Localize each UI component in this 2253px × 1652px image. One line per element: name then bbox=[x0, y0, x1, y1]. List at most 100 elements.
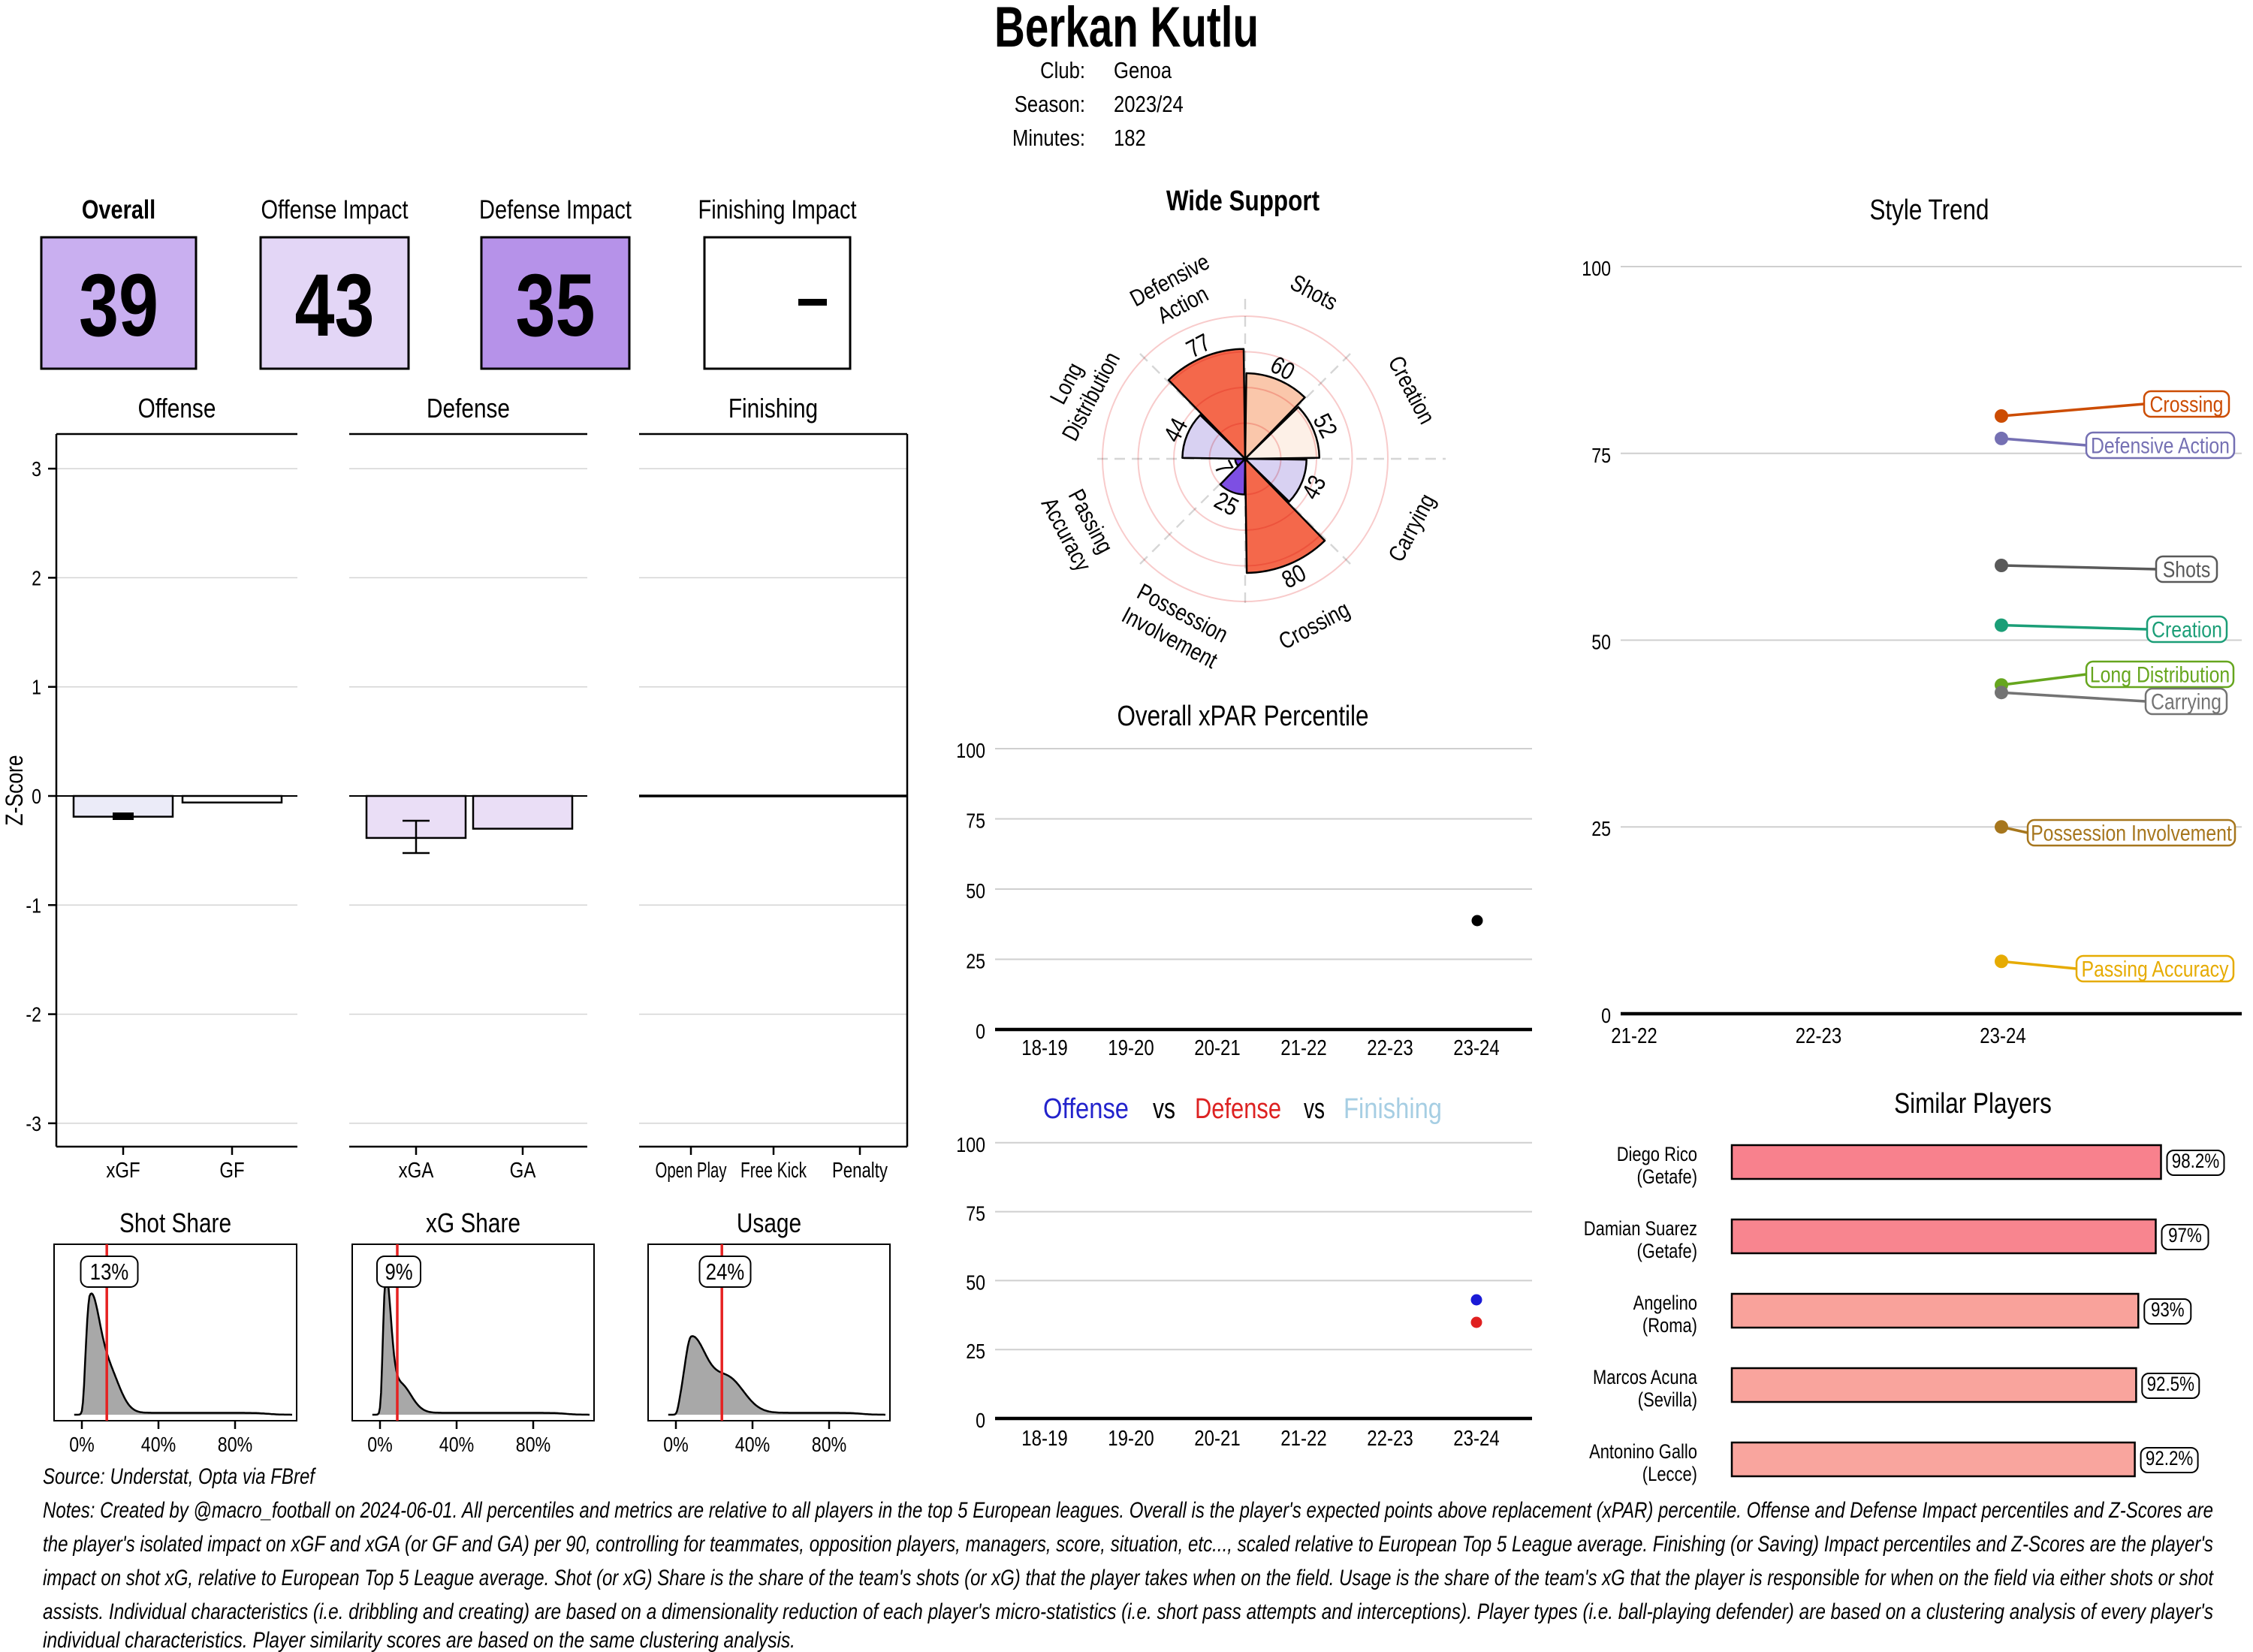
svg-text:Style Trend: Style Trend bbox=[1869, 194, 1989, 226]
svg-text:20-21: 20-21 bbox=[1194, 1427, 1240, 1451]
svg-text:Wide Support: Wide Support bbox=[1166, 185, 1320, 217]
svg-text:25: 25 bbox=[966, 950, 985, 973]
svg-text:Minutes:: Minutes: bbox=[1012, 125, 1085, 151]
svg-text:Crossing: Crossing bbox=[2150, 393, 2224, 418]
svg-text:21-22: 21-22 bbox=[1611, 1024, 1657, 1048]
svg-text:0: 0 bbox=[1601, 1004, 1611, 1027]
svg-text:23-24: 23-24 bbox=[1453, 1427, 1499, 1451]
svg-text:Finishing Impact: Finishing Impact bbox=[698, 195, 857, 225]
svg-text:Defense: Defense bbox=[1195, 1093, 1281, 1125]
svg-text:75: 75 bbox=[966, 1202, 985, 1225]
svg-text:24%: 24% bbox=[706, 1259, 744, 1285]
svg-text:22-23: 22-23 bbox=[1367, 1036, 1413, 1060]
svg-text:39: 39 bbox=[79, 256, 158, 355]
svg-text:Defensive Action: Defensive Action bbox=[2091, 434, 2230, 459]
svg-text:(Roma): (Roma) bbox=[1642, 1314, 1697, 1337]
svg-text:(Getafe): (Getafe) bbox=[1637, 1165, 1698, 1188]
svg-text:Berkan Kutlu: Berkan Kutlu bbox=[994, 0, 1259, 59]
svg-text:21-22: 21-22 bbox=[1280, 1036, 1326, 1060]
svg-text:Open Play: Open Play bbox=[656, 1159, 727, 1183]
svg-text:75: 75 bbox=[966, 809, 985, 833]
svg-text:43: 43 bbox=[295, 256, 375, 355]
svg-text:xG Share: xG Share bbox=[426, 1207, 520, 1238]
svg-text:Marcos Acuna: Marcos Acuna bbox=[1593, 1366, 1697, 1388]
svg-text:97%: 97% bbox=[2168, 1224, 2202, 1247]
svg-text:22-23: 22-23 bbox=[1796, 1024, 1841, 1048]
svg-text:100: 100 bbox=[1582, 257, 1611, 280]
svg-text:3: 3 bbox=[32, 457, 41, 481]
svg-text:92.5%: 92.5% bbox=[2147, 1373, 2194, 1395]
svg-text:Angelino: Angelino bbox=[1633, 1292, 1697, 1314]
svg-text:Offense: Offense bbox=[1043, 1093, 1129, 1125]
svg-text:Genoa: Genoa bbox=[1114, 57, 1172, 83]
svg-text:xGF: xGF bbox=[106, 1159, 140, 1183]
svg-text:GF: GF bbox=[219, 1159, 244, 1183]
svg-text:23-24: 23-24 bbox=[1453, 1036, 1499, 1060]
svg-text:Passing Accuracy: Passing Accuracy bbox=[2082, 957, 2229, 982]
svg-text:Season:: Season: bbox=[1015, 91, 1085, 117]
svg-text:0: 0 bbox=[32, 785, 41, 808]
svg-text:25: 25 bbox=[1591, 817, 1611, 840]
svg-text:Antonino Gallo: Antonino Gallo bbox=[1589, 1440, 1697, 1463]
svg-text:Overall: Overall bbox=[82, 195, 155, 225]
svg-text:Overall xPAR Percentile: Overall xPAR Percentile bbox=[1117, 701, 1368, 732]
svg-text:Shots: Shots bbox=[2163, 558, 2211, 583]
svg-text:Z-Score: Z-Score bbox=[1, 755, 28, 825]
svg-text:the player's isolated impact o: the player's isolated impact on xGF and … bbox=[43, 1532, 2213, 1557]
svg-text:vs: vs bbox=[1153, 1093, 1175, 1125]
svg-text:Offense Impact: Offense Impact bbox=[261, 195, 409, 225]
svg-text:19-20: 19-20 bbox=[1108, 1427, 1154, 1451]
svg-text:Club:: Club: bbox=[1040, 57, 1085, 83]
svg-text:75: 75 bbox=[1591, 444, 1611, 467]
svg-text:-3: -3 bbox=[26, 1112, 41, 1135]
svg-text:Penalty: Penalty bbox=[832, 1159, 888, 1183]
svg-text:Free Kick: Free Kick bbox=[740, 1159, 807, 1183]
svg-text:21-22: 21-22 bbox=[1280, 1427, 1326, 1451]
svg-text:Damian Suarez: Damian Suarez bbox=[1584, 1217, 1697, 1240]
svg-text:xGA: xGA bbox=[399, 1159, 434, 1183]
svg-text:18-19: 18-19 bbox=[1021, 1427, 1067, 1451]
svg-text:Defense Impact: Defense Impact bbox=[479, 195, 632, 225]
svg-text:13%: 13% bbox=[90, 1259, 128, 1285]
svg-text:Similar Players: Similar Players bbox=[1894, 1088, 2052, 1120]
svg-text:182: 182 bbox=[1114, 125, 1146, 151]
svg-text:35: 35 bbox=[516, 256, 596, 355]
svg-text:40%: 40% bbox=[735, 1433, 770, 1456]
svg-text:80%: 80% bbox=[516, 1433, 550, 1456]
svg-text:Finishing: Finishing bbox=[1344, 1093, 1442, 1125]
svg-text:19-20: 19-20 bbox=[1108, 1036, 1154, 1060]
svg-text:50: 50 bbox=[966, 879, 985, 903]
svg-text:-2: -2 bbox=[26, 1003, 41, 1026]
svg-text:Notes: Created by @macro_footb: Notes: Created by @macro_football on 202… bbox=[43, 1498, 2213, 1523]
svg-text:2: 2 bbox=[32, 566, 41, 589]
svg-text:100: 100 bbox=[956, 1133, 985, 1156]
svg-text:50: 50 bbox=[966, 1271, 985, 1294]
svg-text:80%: 80% bbox=[812, 1433, 846, 1456]
svg-text:(Sevilla): (Sevilla) bbox=[1638, 1388, 1697, 1411]
svg-text:1: 1 bbox=[32, 676, 41, 699]
svg-text:0: 0 bbox=[976, 1020, 985, 1043]
svg-text:40%: 40% bbox=[141, 1433, 176, 1456]
svg-text:50: 50 bbox=[1591, 631, 1611, 654]
svg-text:(Lecce): (Lecce) bbox=[1642, 1463, 1697, 1485]
svg-text:0: 0 bbox=[976, 1409, 985, 1432]
svg-text:Defense: Defense bbox=[427, 393, 510, 424]
svg-text:Source: Understat, Opta via FB: Source: Understat, Opta via FBref bbox=[43, 1464, 316, 1489]
svg-text:22-23: 22-23 bbox=[1367, 1427, 1413, 1451]
svg-text:18-19: 18-19 bbox=[1021, 1036, 1067, 1060]
svg-text:Offense: Offense bbox=[138, 393, 216, 424]
svg-text:9%: 9% bbox=[385, 1259, 412, 1285]
svg-text:0%: 0% bbox=[69, 1433, 95, 1456]
svg-text:0%: 0% bbox=[663, 1433, 689, 1456]
svg-text:individual characteristics. Pl: individual characteristics. Player simil… bbox=[43, 1628, 795, 1652]
svg-text:Carrying: Carrying bbox=[2151, 690, 2221, 715]
svg-text:0%: 0% bbox=[367, 1433, 393, 1456]
svg-text:25: 25 bbox=[966, 1340, 985, 1363]
svg-text:Creation: Creation bbox=[2152, 618, 2222, 643]
svg-text:100: 100 bbox=[956, 739, 985, 762]
svg-text:vs: vs bbox=[1304, 1093, 1325, 1125]
svg-text:impact on shot xG, relative to: impact on shot xG, relative to European … bbox=[43, 1566, 2214, 1590]
svg-text:Possession Involvement: Possession Involvement bbox=[2031, 821, 2232, 846]
svg-text:98.2%: 98.2% bbox=[2172, 1150, 2219, 1172]
svg-text:assists. Individual characteri: assists. Individual characteristics (i.e… bbox=[43, 1599, 2213, 1624]
